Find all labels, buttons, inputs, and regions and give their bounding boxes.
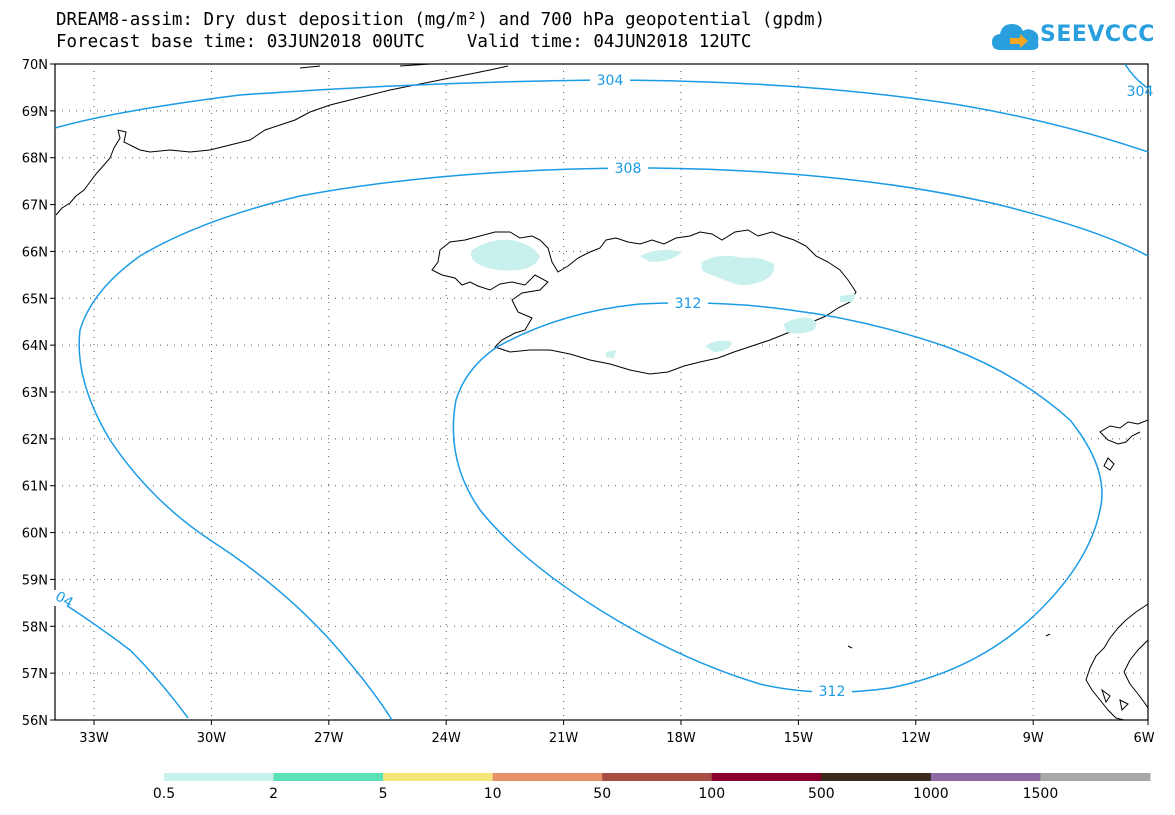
contour-312 bbox=[452, 302, 1103, 693]
contour-label: 312 bbox=[675, 296, 702, 312]
longitude-label: 18W bbox=[666, 731, 696, 746]
contour-label-group: 304 308 312 312 04 304 bbox=[52, 72, 1153, 700]
contour-304-corner bbox=[1124, 63, 1149, 89]
latitude-label: 60N bbox=[22, 527, 48, 542]
latitude-label: 61N bbox=[22, 480, 48, 495]
latitude-label: 70N bbox=[22, 58, 48, 73]
coastline-scotland-faroe bbox=[847, 419, 1149, 721]
latitude-label: 58N bbox=[22, 620, 48, 635]
contour-304-north bbox=[54, 79, 1149, 153]
longitude-label: 9W bbox=[1023, 731, 1044, 746]
colorbar-label: 1000 bbox=[913, 786, 949, 802]
colorbar-label: 10 bbox=[483, 786, 502, 802]
latitude-label: 65N bbox=[22, 292, 48, 307]
longitude-label: 33W bbox=[79, 731, 109, 746]
dust-deposition-area bbox=[471, 239, 856, 358]
longitude-label: 27W bbox=[314, 731, 344, 746]
cloud-logo-icon bbox=[992, 24, 1039, 50]
latitude-label: 67N bbox=[22, 199, 48, 214]
latitude-label: 57N bbox=[22, 667, 48, 682]
latitude-label: 63N bbox=[22, 386, 48, 401]
latitude-label: 66N bbox=[22, 245, 48, 260]
graticule bbox=[55, 64, 1148, 720]
latitude-label: 56N bbox=[22, 714, 48, 729]
contour-308 bbox=[78, 167, 1149, 721]
contour-label: 308 bbox=[615, 161, 642, 177]
latitude-labels: 70N 69N 68N 67N 66N 65N 64N 63N 62N 61N 60N 59N 58N 5… bbox=[22, 58, 48, 729]
colorbar-swatch bbox=[930, 773, 1041, 781]
latitude-label: 69N bbox=[22, 105, 48, 120]
colorbar-label: 50 bbox=[593, 786, 612, 802]
colorbar-swatch bbox=[602, 773, 713, 781]
colorbar-label: 100 bbox=[698, 786, 726, 802]
longitude-label: 12W bbox=[901, 731, 931, 746]
colorbar-label: 2 bbox=[269, 786, 279, 802]
colorbar-label: 500 bbox=[807, 786, 835, 802]
colorbar-swatch bbox=[383, 773, 494, 781]
contour-label: 312 bbox=[819, 684, 846, 700]
coastline-greenland bbox=[55, 63, 509, 216]
contour-304-southwest bbox=[54, 597, 189, 719]
longitude-label: 6W bbox=[1133, 731, 1154, 746]
colorbar-swatch bbox=[1040, 773, 1151, 781]
colorbar-swatch bbox=[821, 773, 932, 781]
latitude-label: 59N bbox=[22, 573, 48, 588]
latitude-label: 64N bbox=[22, 339, 48, 354]
contour-label: 304 bbox=[1127, 84, 1154, 100]
colorbar-swatch bbox=[164, 773, 275, 781]
longitude-label: 21W bbox=[549, 731, 579, 746]
colorbar-swatch bbox=[273, 773, 384, 781]
colorbar-label: 0.5 bbox=[152, 786, 176, 802]
longitude-label: 15W bbox=[784, 731, 814, 746]
latitude-label: 68N bbox=[22, 152, 48, 167]
axis-ticks bbox=[50, 63, 1149, 725]
land-iceland bbox=[431, 229, 857, 375]
map-title: DREAM8-assim: Dry dust deposition (mg/m²… bbox=[56, 10, 826, 30]
latitude-label: 62N bbox=[22, 433, 48, 448]
colorbar-label: 1500 bbox=[1022, 786, 1059, 802]
colorbar-swatch bbox=[492, 773, 603, 781]
contour-label: 04 bbox=[52, 589, 76, 612]
colorbar-label: 5 bbox=[378, 786, 388, 802]
longitude-labels: 33W 30W 27W 24W 21W 18W 15W 12W 9W 6W bbox=[79, 731, 1154, 746]
colorbar bbox=[164, 773, 1151, 781]
colorbar-swatch bbox=[711, 773, 822, 781]
map-subtitle: Forecast base time: 03JUN2018 00UTC Vali… bbox=[56, 32, 752, 52]
longitude-label: 24W bbox=[431, 731, 461, 746]
contour-label: 304 bbox=[597, 73, 624, 89]
logo-text: SEEVCCC bbox=[1040, 22, 1155, 47]
longitude-label: 30W bbox=[197, 731, 227, 746]
